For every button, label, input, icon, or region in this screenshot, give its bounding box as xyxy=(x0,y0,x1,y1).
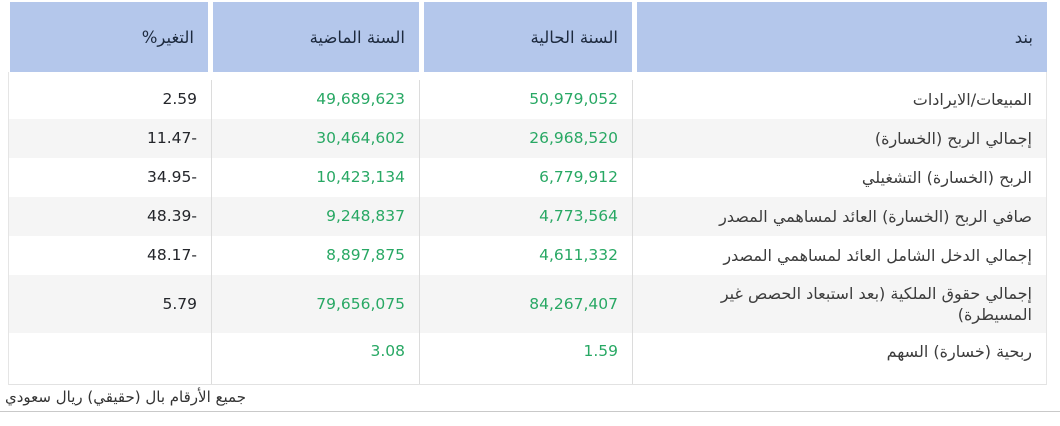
previous-year-value: 79,656,075 xyxy=(212,275,420,333)
table-row: الربح (الخسارة) التشغيلي 6,779,912 10,423,… xyxy=(9,158,1046,197)
item-cell: إجمالي الدخل الشامل العائد لمساهمي المصد… xyxy=(723,246,1032,265)
current-year-value: 4,773,564 xyxy=(420,197,633,236)
previous-year-value: 30,464,602 xyxy=(212,119,420,158)
previous-year-value: 9,248,837 xyxy=(212,197,420,236)
item-cell: ربحية (خسارة) السهم xyxy=(886,342,1032,361)
table-row: إجمالي الدخل الشامل العائد لمساهمي المصد… xyxy=(9,236,1046,275)
change-percent-value: -11.47 xyxy=(9,119,212,158)
change-percent-value: -48.39 xyxy=(9,197,212,236)
change-percent-value: -48.17 xyxy=(9,236,212,275)
current-year-value: 6,779,912 xyxy=(420,158,633,197)
previous-year-value: 10,423,134 xyxy=(212,158,420,197)
previous-year-value: 3.08 xyxy=(212,333,420,384)
current-year-value: 84,267,407 xyxy=(420,275,633,333)
table-row: صافي الربح (الخسارة) العائد لمساهمي المص… xyxy=(9,197,1046,236)
column-header-previous-year: السنة الماضية xyxy=(213,2,419,72)
table-row: إجمالي حقوق الملكية (بعد استبعاد الحصص غ… xyxy=(9,275,1046,333)
column-header-current-year: السنة الحالية xyxy=(424,2,632,72)
column-header-item: بند xyxy=(637,2,1047,72)
item-cell: إجمالي الربح (الخسارة) xyxy=(874,129,1032,148)
table-body: المبيعات/الايرادات 50,979,052 49,689,623 2.… xyxy=(8,72,1047,385)
change-percent-value: -34.95 xyxy=(9,158,212,197)
column-header-change-percent: التغير% xyxy=(10,2,208,72)
item-cell: إجمالي حقوق الملكية (بعد استبعاد الحصص غ… xyxy=(720,284,1032,324)
item-cell: صافي الربح (الخسارة) العائد لمساهمي المص… xyxy=(719,207,1032,226)
table-header-row: بند السنة الحالية السنة الماضية التغير% xyxy=(8,2,1047,72)
financial-summary-table: بند السنة الحالية السنة الماضية التغير% … xyxy=(8,2,1047,385)
table-row: ربحية (خسارة) السهم 1.59 3.08 xyxy=(9,333,1046,384)
current-year-value: 50,979,052 xyxy=(420,80,633,119)
change-percent-value: 2.59 xyxy=(9,80,212,119)
current-year-value: 1.59 xyxy=(420,333,633,384)
current-year-value: 4,611,332 xyxy=(420,236,633,275)
change-percent-value: 5.79 xyxy=(9,275,212,333)
previous-year-value: 49,689,623 xyxy=(212,80,420,119)
previous-year-value: 8,897,875 xyxy=(212,236,420,275)
item-cell: المبيعات/الايرادات xyxy=(912,90,1032,109)
table-row: المبيعات/الايرادات 50,979,052 49,689,623 2.… xyxy=(9,80,1046,119)
item-cell: الربح (الخسارة) التشغيلي xyxy=(861,168,1032,187)
table-footnote: جميع الأرقام بال (حقيقي) ريال سعودي xyxy=(0,385,1060,412)
change-percent-value xyxy=(9,333,212,384)
current-year-value: 26,968,520 xyxy=(420,119,633,158)
table-row: إجمالي الربح (الخسارة) 26,968,520 30,464,6… xyxy=(9,119,1046,158)
